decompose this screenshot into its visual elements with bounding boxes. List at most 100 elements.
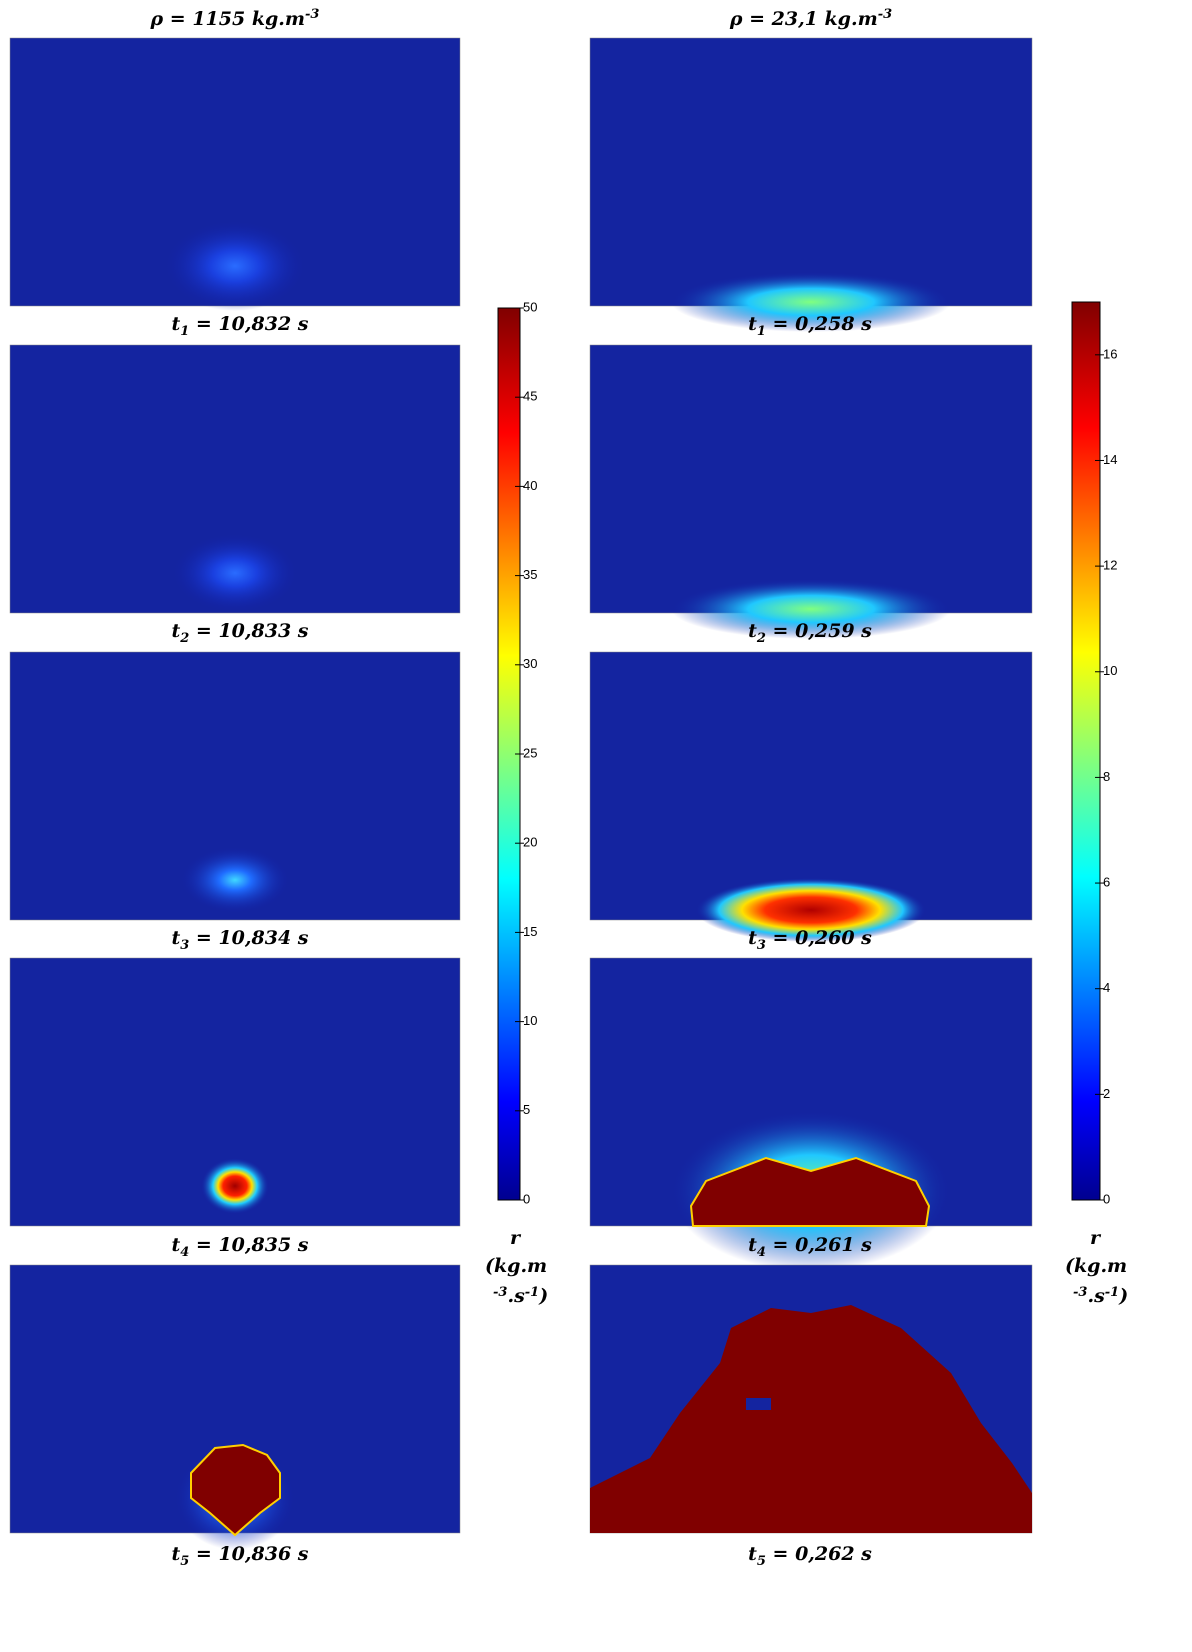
time-sub: 5: [757, 1554, 766, 1569]
field-core: [689, 1156, 931, 1227]
time-label: t5 = 10,836 s: [171, 1543, 308, 1569]
time-sub: 4: [757, 1245, 766, 1260]
colorbar: [1071, 301, 1101, 1201]
colorbar-tick-label: 50: [523, 299, 537, 314]
colorbar-tick-label: 2: [1103, 1086, 1110, 1101]
heatmap-panel: [9, 1264, 461, 1550]
heatmap-panel: [589, 957, 1033, 1271]
colorbar-tick-label: 4: [1103, 980, 1110, 995]
time-sub: 2: [756, 631, 766, 646]
time-rest: = 0,258 s: [766, 313, 872, 335]
colorbar-tick-label: 8: [1103, 769, 1110, 784]
heatmap-panel: [589, 1264, 1033, 1534]
heatmap-panel: [589, 37, 1033, 332]
column-title: ρ = 23,1 kg.m-3: [729, 7, 892, 30]
time-rest: = 10,832 s: [189, 313, 308, 335]
heatmap-panel: [9, 957, 461, 1227]
time-label: t5 = 0,262 s: [748, 1543, 872, 1569]
panel-background: [589, 344, 1033, 614]
field-band: [671, 272, 951, 332]
colorbar-tick-label: 30: [523, 656, 537, 671]
panel-background: [589, 37, 1033, 307]
title-text: ρ = 1155 kg.m: [150, 8, 305, 30]
field-blob: [173, 534, 297, 612]
time-var: t: [171, 1234, 180, 1256]
colorbar-tick-label: 12: [1103, 558, 1117, 573]
unit-sup: -3: [493, 1285, 507, 1300]
time-label: t2 = 0,259 s: [748, 620, 872, 646]
time-rest: = 10,834 s: [189, 927, 308, 949]
column-title: ρ = 1155 kg.m-3: [150, 7, 320, 30]
time-label: t3 = 10,834 s: [171, 927, 308, 953]
field-core: [190, 1443, 281, 1537]
field-blob: [201, 1158, 269, 1214]
colorbar-tick-label: 5: [523, 1102, 530, 1117]
time-var: t: [171, 1543, 180, 1565]
heatmap-panel: [9, 37, 461, 311]
colorbar-unit: (kg.m: [1065, 1255, 1127, 1277]
time-rest: = 0,262 s: [766, 1543, 872, 1565]
title-sup: -3: [878, 7, 892, 22]
time-label: t1 = 10,832 s: [171, 313, 308, 339]
time-sub: 2: [179, 631, 189, 646]
time-var: t: [171, 620, 180, 642]
time-label: t3 = 0,260 s: [748, 927, 872, 953]
time-sub: 1: [757, 324, 766, 339]
time-sub: 3: [757, 938, 766, 953]
time-label: t1 = 0,258 s: [748, 313, 872, 339]
time-rest: = 10,833 s: [189, 620, 308, 642]
colorbar-tick-label: 40: [523, 478, 537, 493]
field-blob: [181, 847, 289, 913]
colorbar-tick-label: 16: [1103, 346, 1117, 361]
time-var: t: [171, 927, 180, 949]
panel-background: [9, 651, 461, 921]
time-label: t4 = 10,835 s: [171, 1234, 308, 1260]
colorbar-tick-label: 6: [1103, 874, 1110, 889]
colorbar-symbol: r: [510, 1227, 522, 1249]
time-label: t4 = 0,261 s: [748, 1234, 872, 1260]
field-blob: [165, 221, 305, 311]
colorbar-tick-label: 45: [523, 389, 537, 404]
time-label: t2 = 10,833 s: [171, 620, 308, 646]
time-sub: 1: [180, 324, 189, 339]
colorbar-unit-rest: -3.s-1): [493, 1285, 548, 1307]
field-core: [590, 1305, 1032, 1533]
field-band: [696, 878, 926, 942]
heatmap-panel: [9, 651, 461, 921]
unit-end: ): [1118, 1285, 1128, 1307]
time-rest: = 10,836 s: [189, 1543, 308, 1565]
colorbar-tick-label: 10: [523, 1013, 537, 1028]
heatmap-panel: [589, 651, 1033, 942]
colorbar-tick-label: 14: [1103, 452, 1117, 467]
time-rest: = 0,259 s: [766, 620, 872, 642]
unit-sup: -1: [1105, 1285, 1119, 1300]
heatmap-panel: [589, 344, 1033, 639]
field-hole: [746, 1398, 771, 1410]
time-sub: 5: [180, 1554, 189, 1569]
time-var: t: [171, 313, 180, 335]
unit-mid: .s: [1087, 1285, 1105, 1307]
colorbar-symbol: r: [1090, 1227, 1102, 1249]
colorbar-tick-label: 0: [523, 1191, 530, 1206]
colorbar-tick-label: 0: [1103, 1191, 1110, 1206]
unit-mid: .s: [507, 1285, 525, 1307]
colorbar-unit-rest: -3.s-1): [1073, 1285, 1128, 1307]
heatmap-panel: [9, 344, 461, 614]
colorbar-tick-label: 10: [1103, 663, 1117, 678]
unit-end: ): [538, 1285, 548, 1307]
time-var: t: [748, 620, 757, 642]
time-rest: = 10,835 s: [189, 1234, 308, 1256]
time-rest: = 0,261 s: [766, 1234, 872, 1256]
time-var: t: [748, 927, 757, 949]
time-sub: 3: [180, 938, 189, 953]
panel-background: [589, 651, 1033, 921]
time-var: t: [748, 313, 757, 335]
time-var: t: [748, 1234, 757, 1256]
title-sup: -3: [305, 7, 319, 22]
colorbar-unit: (kg.m: [485, 1255, 547, 1277]
colorbar-tick-label: 35: [523, 567, 537, 582]
unit-sup: -1: [525, 1285, 539, 1300]
title-text: ρ = 23,1 kg.m: [729, 8, 878, 30]
field-band: [671, 579, 951, 639]
